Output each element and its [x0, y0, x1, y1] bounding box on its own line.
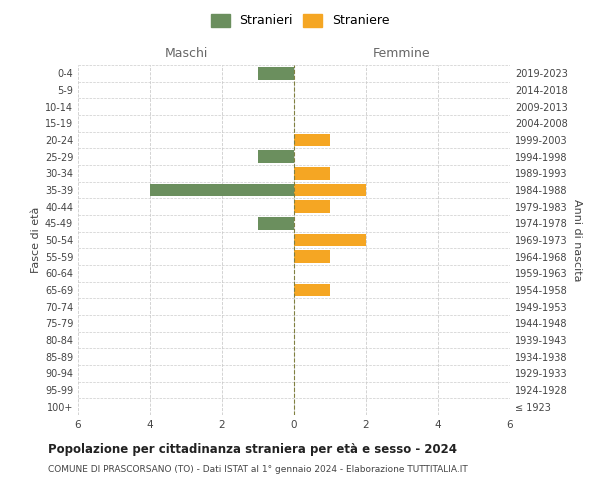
Text: Femmine: Femmine	[373, 47, 431, 60]
Bar	[294, 250, 330, 263]
Bar	[258, 67, 294, 80]
Text: COMUNE DI PRASCORSANO (TO) - Dati ISTAT al 1° gennaio 2024 - Elaborazione TUTTIT: COMUNE DI PRASCORSANO (TO) - Dati ISTAT …	[48, 465, 468, 474]
Text: Maschi: Maschi	[164, 47, 208, 60]
Bar	[258, 150, 294, 163]
Bar	[294, 184, 366, 196]
Bar	[294, 167, 330, 179]
Text: Popolazione per cittadinanza straniera per età e sesso - 2024: Popolazione per cittadinanza straniera p…	[48, 442, 457, 456]
Bar	[258, 217, 294, 230]
Legend: Stranieri, Straniere: Stranieri, Straniere	[206, 8, 394, 32]
Y-axis label: Fasce di età: Fasce di età	[31, 207, 41, 273]
Y-axis label: Anni di nascita: Anni di nascita	[572, 198, 582, 281]
Bar	[294, 200, 330, 213]
Bar	[294, 134, 330, 146]
Bar	[294, 234, 366, 246]
Bar	[150, 184, 294, 196]
Bar	[294, 284, 330, 296]
